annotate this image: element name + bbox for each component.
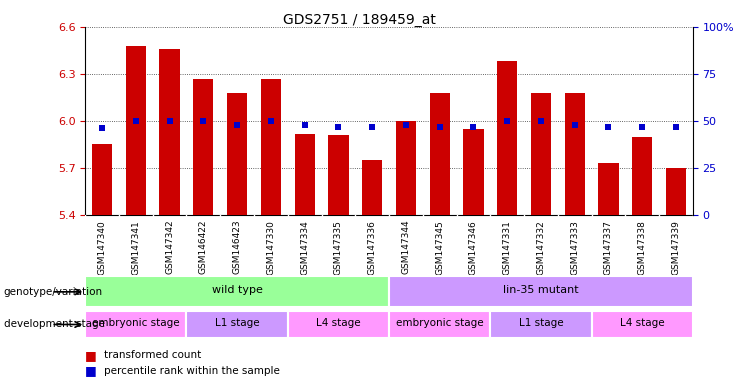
Text: GSM146422: GSM146422: [199, 220, 208, 274]
Text: GSM147340: GSM147340: [98, 220, 107, 275]
Text: L4 stage: L4 stage: [316, 318, 361, 328]
Bar: [85, 311, 187, 338]
Bar: [497, 61, 517, 215]
Point: [400, 122, 412, 128]
Bar: [666, 168, 686, 215]
Point: [501, 118, 513, 124]
Bar: [85, 276, 389, 307]
Point: [299, 122, 310, 128]
Bar: [193, 79, 213, 215]
Bar: [187, 311, 288, 338]
Bar: [227, 93, 247, 215]
Text: GSM147334: GSM147334: [300, 220, 309, 275]
Bar: [491, 311, 591, 338]
Bar: [430, 93, 450, 215]
Bar: [396, 121, 416, 215]
Bar: [565, 93, 585, 215]
Text: embryonic stage: embryonic stage: [396, 318, 483, 328]
Text: genotype/variation: genotype/variation: [4, 287, 103, 297]
Text: embryonic stage: embryonic stage: [92, 318, 179, 328]
Point: [231, 122, 243, 128]
Text: GSM147333: GSM147333: [570, 220, 579, 275]
Text: GSM147345: GSM147345: [435, 220, 444, 275]
Bar: [389, 276, 693, 307]
Point: [535, 118, 547, 124]
Point: [164, 118, 176, 124]
Text: GSM147331: GSM147331: [502, 220, 512, 275]
Bar: [531, 93, 551, 215]
Text: lin-35 mutant: lin-35 mutant: [503, 285, 579, 295]
Bar: [632, 137, 652, 215]
Text: GSM147341: GSM147341: [131, 220, 140, 275]
Point: [670, 124, 682, 130]
Point: [366, 124, 378, 130]
Point: [265, 118, 277, 124]
Bar: [463, 129, 484, 215]
Text: GSM147335: GSM147335: [334, 220, 343, 275]
Text: GSM147338: GSM147338: [638, 220, 647, 275]
Point: [197, 118, 209, 124]
Bar: [389, 311, 491, 338]
Point: [602, 124, 614, 130]
Text: ■: ■: [85, 364, 97, 377]
Text: wild type: wild type: [212, 285, 262, 295]
Point: [433, 124, 445, 130]
Text: GSM147336: GSM147336: [368, 220, 376, 275]
Text: GSM147342: GSM147342: [165, 220, 174, 275]
Text: L1 stage: L1 stage: [519, 318, 563, 328]
Text: GSM147346: GSM147346: [469, 220, 478, 275]
Point: [468, 124, 479, 130]
Bar: [294, 134, 315, 215]
Bar: [159, 49, 180, 215]
Text: GSM147332: GSM147332: [536, 220, 545, 275]
Text: GSM147344: GSM147344: [402, 220, 411, 275]
Text: L4 stage: L4 stage: [620, 318, 665, 328]
Text: GSM147330: GSM147330: [266, 220, 276, 275]
Text: GSM146423: GSM146423: [233, 220, 242, 275]
Bar: [261, 79, 281, 215]
Text: L1 stage: L1 stage: [215, 318, 259, 328]
Bar: [362, 160, 382, 215]
Bar: [92, 144, 112, 215]
Text: GDS2751 / 189459_at: GDS2751 / 189459_at: [283, 13, 436, 27]
Point: [130, 118, 142, 124]
Text: ■: ■: [85, 349, 97, 362]
Text: GSM147337: GSM147337: [604, 220, 613, 275]
Text: percentile rank within the sample: percentile rank within the sample: [104, 366, 279, 376]
Text: GSM147339: GSM147339: [671, 220, 680, 275]
Bar: [126, 46, 146, 215]
Point: [333, 124, 345, 130]
Point: [569, 122, 581, 128]
Point: [637, 124, 648, 130]
Bar: [598, 163, 619, 215]
Bar: [328, 135, 348, 215]
Point: [96, 125, 108, 131]
Bar: [591, 311, 693, 338]
Text: development stage: development stage: [4, 319, 104, 329]
Text: transformed count: transformed count: [104, 350, 201, 360]
Bar: [288, 311, 389, 338]
